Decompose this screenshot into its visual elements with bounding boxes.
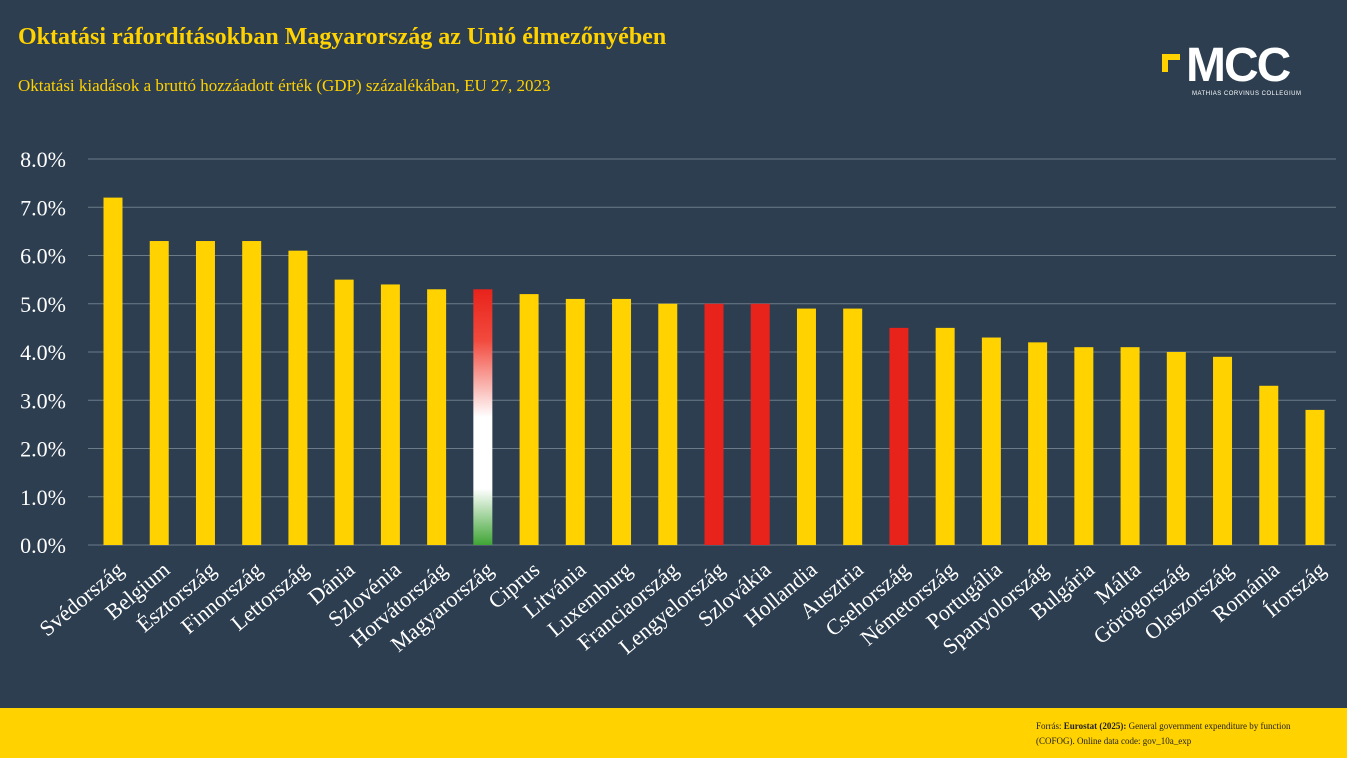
y-tick-label: 1.0%	[20, 485, 66, 510]
bar	[981, 337, 1001, 545]
bar	[380, 284, 400, 545]
bar	[843, 308, 863, 545]
bar	[242, 241, 262, 545]
source-bold: Eurostat (2025):	[1063, 721, 1127, 731]
bar-chart: 0.0% 1.0% 2.0% 3.0% 4.0% 5.0% 6.0% 7.0% 8.0% Své…	[20, 147, 1336, 660]
bar	[889, 327, 909, 545]
y-tick-label: 4.0%	[20, 340, 66, 365]
bars	[103, 197, 1325, 546]
bar	[334, 279, 354, 545]
chart-subtitle: Oktatási kiadások a bruttó hozzáadott ér…	[18, 76, 551, 95]
y-tick-label: 5.0%	[20, 292, 66, 317]
bar	[195, 241, 215, 545]
source-note: Forrás: Eurostat (2025): General governm…	[1036, 719, 1326, 749]
bar	[1028, 342, 1048, 545]
y-tick-label: 3.0%	[20, 388, 66, 413]
bar	[288, 250, 308, 546]
bar	[1074, 347, 1094, 545]
bar	[1213, 356, 1233, 545]
mcc-logo: MCC MATHIAS CORVINUS COLLEGIUM	[1158, 39, 1318, 104]
y-tick-label: 7.0%	[20, 195, 66, 220]
bar	[427, 289, 447, 545]
bar	[149, 241, 169, 545]
bar	[1305, 409, 1325, 545]
bar	[565, 298, 585, 545]
bar	[1166, 352, 1186, 545]
y-tick-label: 8.0%	[20, 147, 66, 172]
x-axis-labels: SvédországBelgiumÉsztországFinnországLet…	[34, 557, 1330, 660]
logo-text: MCC	[1186, 39, 1291, 92]
y-axis-ticks: 0.0% 1.0% 2.0% 3.0% 4.0% 5.0% 6.0% 7.0% 8.0%	[20, 147, 66, 558]
bar	[612, 298, 632, 545]
logo-corner-icon	[1162, 54, 1180, 72]
source-text: General government expenditure by functi…	[1036, 721, 1291, 746]
y-tick-label: 6.0%	[20, 244, 66, 269]
bar	[935, 327, 955, 545]
bar	[1259, 385, 1279, 545]
y-tick-label: 2.0%	[20, 437, 66, 462]
bar	[103, 197, 123, 545]
chart-title: Oktatási ráfordításokban Magyarország az…	[18, 24, 667, 50]
bar	[704, 303, 724, 545]
bar	[750, 303, 770, 545]
bar	[519, 294, 539, 545]
bar	[658, 303, 678, 545]
source-prefix: Forrás:	[1036, 721, 1064, 731]
bar	[1120, 347, 1140, 545]
footer-bar: Forrás: Eurostat (2025): General governm…	[0, 708, 1347, 758]
bar	[796, 308, 816, 545]
logo-subtext: MATHIAS CORVINUS COLLEGIUM	[1192, 91, 1302, 97]
bar	[473, 289, 493, 545]
y-tick-label: 0.0%	[20, 533, 66, 558]
